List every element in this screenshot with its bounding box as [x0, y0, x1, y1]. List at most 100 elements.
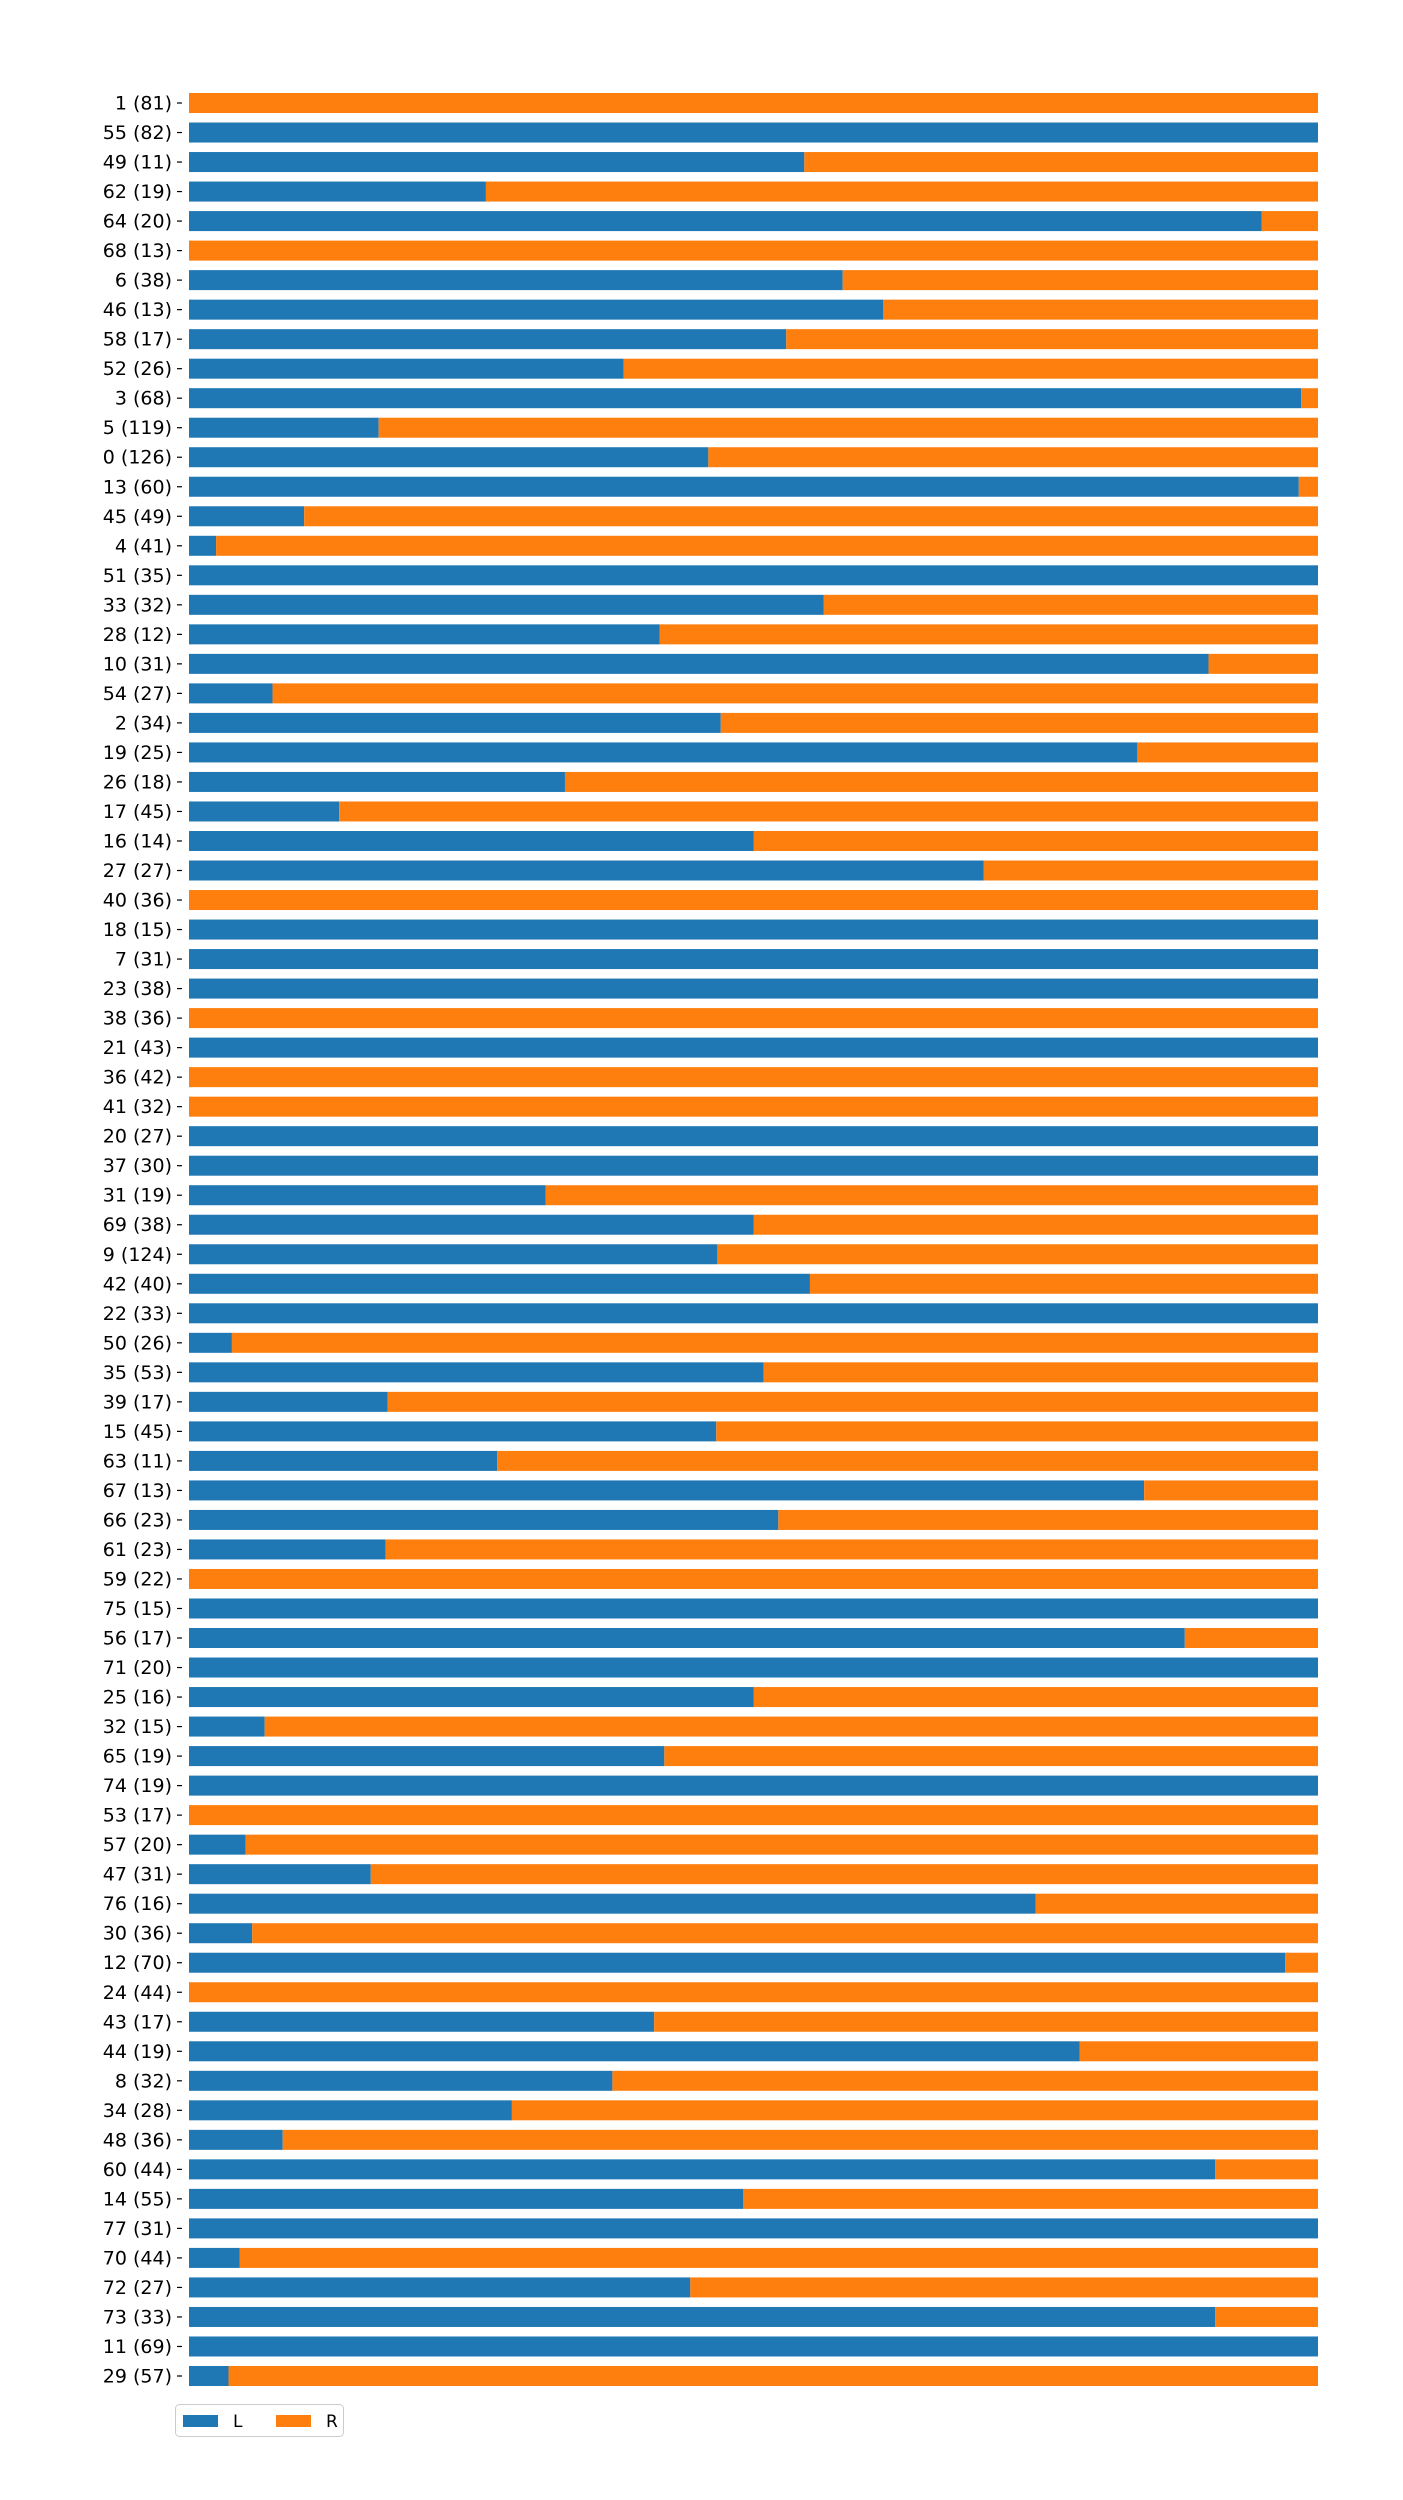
- bar-segment-l-26: [189, 860, 984, 881]
- bar-segment-l-51: [189, 1598, 1318, 1619]
- bar-segment-r-20: [272, 683, 1318, 704]
- y-tick-label-13: 13 (60): [103, 476, 172, 498]
- bar-segment-r-4: [1261, 211, 1318, 232]
- bar-segment-l-42: [189, 1332, 232, 1353]
- bar-segment-l-38: [189, 1214, 754, 1235]
- bar-segment-r-66: [1079, 2041, 1318, 2062]
- y-axis-ticks: 1 (81) 55 (82) 49 (11) 62 (19) 64 (20) 68 (13…: [103, 93, 182, 2388]
- y-tick-label-66: 44 (19): [103, 2041, 172, 2063]
- bar-segment-l-72: [189, 2218, 1318, 2239]
- bar-segment-r-25: [753, 830, 1318, 851]
- bar-segment-r-8: [786, 329, 1318, 350]
- legend-label-l: L: [233, 2412, 243, 2432]
- bar-segment-l-16: [189, 565, 1318, 586]
- y-tick-label-57: 74 (19): [103, 1775, 172, 1797]
- bar-segment-l-57: [189, 1775, 1318, 1796]
- bar-segment-l-60: [189, 1864, 371, 1885]
- bar-segment-r-9: [623, 358, 1318, 379]
- bar-segment-l-20: [189, 683, 273, 704]
- bar-segment-r-70: [1215, 2159, 1318, 2180]
- bar-segment-l-23: [189, 771, 565, 792]
- y-tick-label-65: 43 (17): [103, 2011, 172, 2033]
- bar-segment-r-33: [189, 1067, 1318, 1088]
- bar-segment-l-3: [189, 181, 486, 202]
- bar-segment-r-17: [823, 594, 1318, 615]
- y-tick-label-40: 42 (40): [103, 1273, 172, 1295]
- bar-segment-r-39: [717, 1244, 1318, 1265]
- bar-segment-r-52: [1184, 1628, 1318, 1649]
- bar-segment-l-14: [189, 506, 305, 527]
- bar-segment-l-25: [189, 830, 754, 851]
- bar-segment-r-49: [385, 1539, 1318, 1560]
- bar-segment-l-8: [189, 329, 787, 350]
- bar-segment-r-73: [239, 2247, 1318, 2268]
- y-tick-label-38: 69 (38): [103, 1214, 172, 1236]
- bar-segment-r-42: [231, 1332, 1318, 1353]
- bar-segment-l-75: [189, 2306, 1216, 2327]
- bar-segment-l-69: [189, 2129, 283, 2150]
- bar-segment-l-22: [189, 742, 1138, 763]
- y-tick-label-70: 60 (44): [103, 2159, 172, 2181]
- bar-segment-l-47: [189, 1480, 1145, 1501]
- bar-segment-r-47: [1144, 1480, 1318, 1501]
- bar-segment-l-76: [189, 2336, 1318, 2357]
- y-tick-label-49: 61 (23): [103, 1539, 172, 1561]
- bar-segment-l-1: [189, 122, 1318, 143]
- bar-segment-r-71: [743, 2188, 1318, 2209]
- bar-segment-r-61: [1035, 1893, 1318, 1914]
- bar-segment-r-6: [842, 270, 1318, 291]
- bar-segment-r-55: [264, 1716, 1318, 1737]
- bar-segment-r-74: [690, 2277, 1318, 2298]
- bar-segment-r-37: [545, 1185, 1318, 1206]
- y-tick-label-48: 66 (23): [103, 1509, 172, 1531]
- y-tick-label-33: 36 (42): [103, 1067, 172, 1089]
- bar-segment-l-74: [189, 2277, 691, 2298]
- y-tick-label-61: 76 (16): [103, 1893, 172, 1915]
- y-tick-label-32: 21 (43): [103, 1037, 172, 1059]
- bar-segment-l-62: [189, 1923, 253, 1944]
- y-tick-label-42: 50 (26): [103, 1332, 172, 1354]
- bar-segment-r-43: [763, 1362, 1318, 1383]
- bar-segment-r-58: [189, 1805, 1318, 1826]
- bar-segment-r-24: [339, 801, 1318, 822]
- y-tick-label-28: 18 (15): [103, 919, 172, 941]
- y-tick-label-31: 38 (36): [103, 1008, 172, 1030]
- y-tick-label-43: 35 (53): [103, 1362, 172, 1384]
- y-tick-label-8: 58 (17): [103, 329, 172, 351]
- bar-segment-r-54: [753, 1687, 1318, 1708]
- y-tick-label-51: 75 (15): [103, 1598, 172, 1620]
- bar-segment-l-44: [189, 1391, 388, 1412]
- y-tick-label-25: 16 (14): [103, 830, 172, 852]
- y-tick-label-1: 55 (82): [103, 122, 172, 144]
- bar-segment-r-60: [370, 1864, 1318, 1885]
- bar-segment-r-18: [659, 624, 1318, 645]
- y-tick-label-20: 54 (27): [103, 683, 172, 705]
- bar-segment-l-21: [189, 712, 721, 733]
- bar-segment-r-23: [564, 771, 1318, 792]
- y-tick-label-47: 67 (13): [103, 1480, 172, 1502]
- bar-segment-l-45: [189, 1421, 717, 1442]
- bar-segment-r-50: [189, 1568, 1318, 1589]
- bar-segment-l-63: [189, 1952, 1286, 1973]
- y-tick-label-60: 47 (31): [103, 1864, 172, 1886]
- bar-segment-r-77: [228, 2366, 1318, 2386]
- bar-segment-r-69: [282, 2129, 1319, 2150]
- bar-segment-l-24: [189, 801, 340, 822]
- y-tick-label-52: 56 (17): [103, 1628, 172, 1650]
- bar-segment-l-70: [189, 2159, 1216, 2180]
- bar-segment-r-62: [252, 1923, 1319, 1944]
- bar-segment-l-65: [189, 2011, 655, 2032]
- y-tick-label-27: 40 (36): [103, 890, 172, 912]
- y-tick-label-72: 77 (31): [103, 2218, 172, 2240]
- bar-segment-r-65: [654, 2011, 1318, 2032]
- y-tick-label-30: 23 (38): [103, 978, 172, 1000]
- bar-segment-l-52: [189, 1628, 1185, 1649]
- bar-segment-l-7: [189, 299, 884, 320]
- bar-segment-l-32: [189, 1037, 1318, 1058]
- y-tick-label-18: 28 (12): [103, 624, 172, 646]
- y-tick-label-74: 72 (27): [103, 2277, 172, 2299]
- y-tick-label-15: 4 (41): [115, 535, 172, 557]
- bar-segment-r-7: [883, 299, 1318, 320]
